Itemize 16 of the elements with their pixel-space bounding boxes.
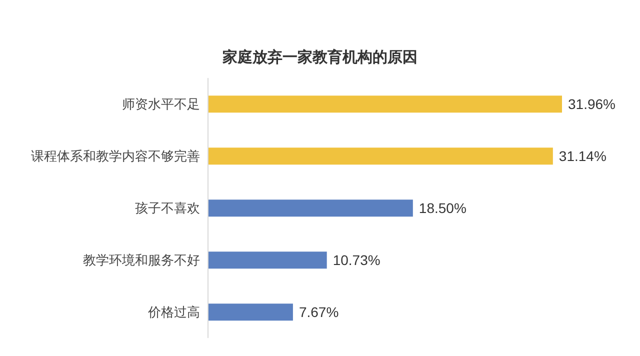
data-label: 31.96%	[568, 96, 616, 112]
bar	[208, 200, 413, 217]
bar	[208, 252, 327, 269]
bar	[208, 96, 562, 113]
bar	[208, 304, 293, 321]
data-label: 10.73%	[332, 252, 380, 268]
y-tick-label: 课程体系和教学内容不够完善	[31, 148, 200, 164]
bar	[208, 148, 553, 165]
chart-title: 家庭放弃一家教育机构的原因	[222, 48, 418, 68]
data-label: 31.14%	[558, 148, 606, 164]
data-label: 7.67%	[298, 304, 339, 320]
data-label: 18.50%	[418, 200, 466, 216]
y-tick-label: 师资水平不足	[122, 96, 200, 112]
y-tick-label: 教学环境和服务不好	[83, 252, 200, 268]
y-tick-label: 价格过高	[147, 304, 200, 320]
y-tick-label: 孩子不喜欢	[135, 200, 200, 216]
